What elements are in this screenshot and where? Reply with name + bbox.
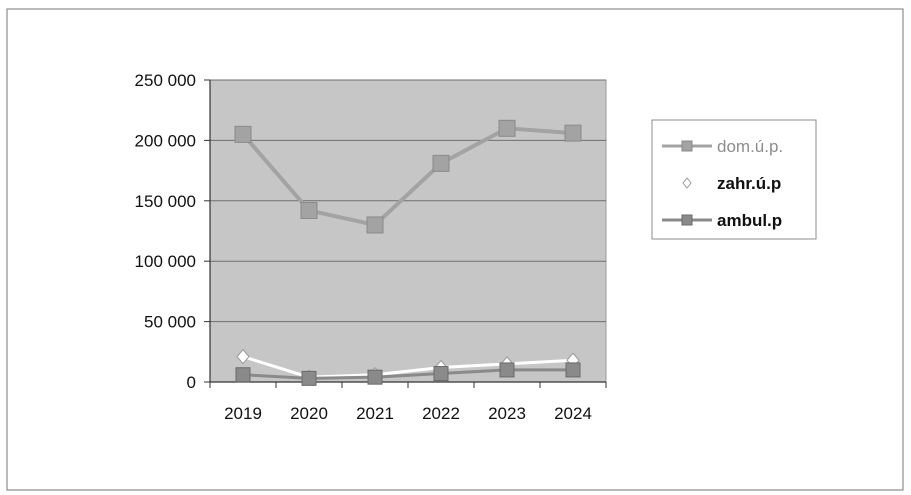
data-point <box>235 367 251 383</box>
data-point <box>236 348 250 365</box>
data-point <box>300 201 318 219</box>
y-axis: 0 50 000 100 000 150 000 200 000 250 000 <box>135 71 211 392</box>
legend-entry: ambul.p <box>662 211 782 230</box>
y-tick-label: 100 000 <box>135 252 196 271</box>
legend: dom.ú.p. zahr.ú.p ambul.p <box>651 119 817 240</box>
data-point <box>565 362 581 378</box>
series-layer <box>234 119 582 386</box>
plot-area <box>209 79 607 383</box>
x-tick-label: 2024 <box>554 404 592 423</box>
data-point <box>234 125 252 143</box>
x-tick-label: 2019 <box>224 404 262 423</box>
y-tick-label: 250 000 <box>135 71 196 90</box>
y-tick-label: 0 <box>187 373 196 392</box>
data-point <box>301 370 317 386</box>
legend-marker <box>681 214 693 226</box>
data-point <box>367 369 383 385</box>
y-tick-label: 50 000 <box>144 313 196 332</box>
data-point <box>432 154 450 172</box>
legend-label: zahr.ú.p <box>717 174 781 193</box>
x-tick-label: 2020 <box>290 404 328 423</box>
series-2 <box>235 362 581 386</box>
legend-marker <box>681 140 693 152</box>
series-line <box>241 126 574 227</box>
gridlines <box>210 79 606 323</box>
legend-label: dom.ú.p. <box>717 137 783 156</box>
data-point <box>366 216 384 234</box>
x-axis: 2019 2020 2021 2022 2023 2024 <box>209 381 607 423</box>
legend-entry: dom.ú.p. <box>662 137 783 156</box>
data-point <box>498 119 516 137</box>
y-tick-label: 150 000 <box>135 192 196 211</box>
legend-entry: zahr.ú.p <box>682 174 781 193</box>
x-tick-label: 2022 <box>422 404 460 423</box>
legend-label: ambul.p <box>717 211 782 230</box>
data-point <box>433 366 449 382</box>
series-line <box>242 355 574 379</box>
series-line <box>242 368 573 380</box>
data-point <box>564 124 582 142</box>
y-tick-label: 200 000 <box>135 131 196 150</box>
legend-marker <box>682 177 692 189</box>
x-tick-label: 2021 <box>356 404 394 423</box>
data-point <box>499 362 515 378</box>
x-tick-label: 2023 <box>488 404 526 423</box>
series-0 <box>234 119 582 234</box>
